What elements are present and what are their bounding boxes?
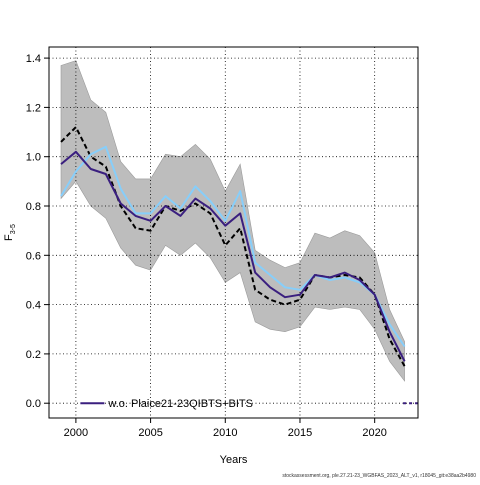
y-tick-label: 0.2	[26, 349, 41, 361]
y-tick-label: 1.2	[26, 102, 41, 114]
y-tick-label: 0.6	[26, 250, 41, 262]
x-tick-label: 2005	[138, 427, 162, 439]
footer-source-text: stockassessment.org, ple.27.21-23_WGBFAS…	[282, 473, 476, 479]
y-axis-title-main: F	[3, 234, 15, 241]
x-axis-ticks: 2000 2005 2010 2015 2020	[64, 418, 387, 439]
y-tick-label: 0.4	[26, 300, 41, 312]
x-tick-label: 2010	[213, 427, 237, 439]
legend-label: w.o. Plaice21-23QIBTS+BITS	[107, 398, 253, 410]
y-tick-label: 0.8	[26, 201, 41, 213]
y-axis-title-subscript: 3-5	[10, 224, 17, 234]
x-axis-title: Years	[220, 454, 248, 466]
grid-layer	[49, 47, 418, 418]
y-axis-title: F3-5	[3, 224, 17, 241]
x-tick-label: 2015	[288, 427, 312, 439]
y-tick-label: 1.0	[26, 152, 41, 164]
y-tick-label: 0.0	[26, 398, 41, 410]
x-tick-label: 2020	[362, 427, 386, 439]
x-tick-label: 2000	[64, 427, 88, 439]
legend: w.o. Plaice21-23QIBTS+BITS	[80, 398, 253, 410]
series-layer	[60, 126, 406, 367]
series-line-wo-plaice	[60, 150, 406, 362]
y-tick-label: 1.4	[26, 53, 41, 65]
series-line-light	[60, 145, 406, 348]
y-axis-ticks: 0.0 0.2 0.4 0.6 0.8 1.0 1.2 1.4	[26, 53, 49, 410]
plot-frame	[48, 46, 419, 419]
